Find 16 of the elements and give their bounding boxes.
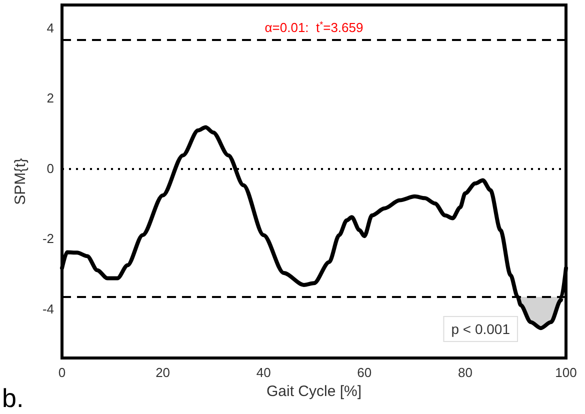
- y-tick-label: -2: [42, 231, 54, 246]
- x-tick-label: 60: [357, 365, 372, 380]
- y-tick-label: 2: [46, 90, 54, 106]
- annotation: p < 0.001: [451, 321, 510, 337]
- y-axis-title: SPM{t}: [12, 158, 29, 205]
- x-tick-label: 100: [555, 365, 577, 380]
- y-tick-label: -4: [42, 301, 54, 316]
- y-tick-label: 0: [46, 160, 54, 176]
- ref-line-label: α=0.01: t*=3.659: [264, 19, 364, 35]
- x-tick-label: 20: [156, 365, 170, 380]
- y-tick-label: 4: [46, 20, 54, 36]
- text: b.: [2, 383, 24, 413]
- x-tick-label: 0: [58, 365, 66, 380]
- x-tick-label: 80: [458, 365, 472, 380]
- x-tick-label: 40: [256, 365, 271, 380]
- x-axis-title: Gait Cycle [%]: [266, 383, 362, 400]
